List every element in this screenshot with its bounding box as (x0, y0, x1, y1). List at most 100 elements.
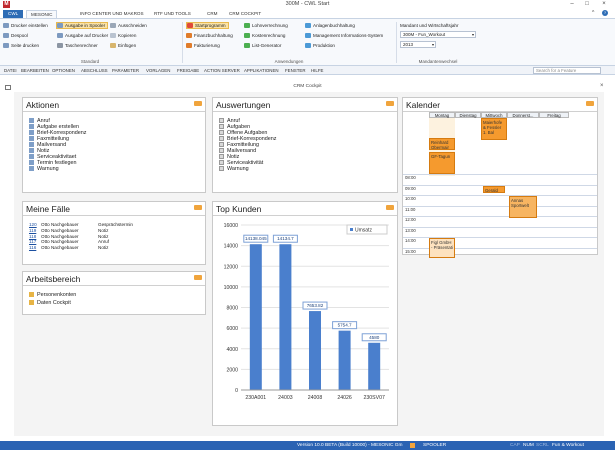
aktion-item[interactable]: Notiz (29, 148, 49, 154)
anlagenbuchhaltung-button[interactable]: Anlagenbuchhaltung (305, 22, 355, 29)
caps-indicator: CAP (510, 443, 520, 448)
minimize-button[interactable]: – (570, 1, 574, 7)
menu-action-server[interactable]: ACTION SERVER (204, 68, 240, 73)
auswertung-item[interactable]: Serviceaktivität (219, 160, 263, 166)
spooler-text[interactable]: SPOOLER (423, 443, 447, 448)
calendar-grid[interactable]: Montag Dienstag Mittwoch Donnerst... Freitag… (403, 112, 597, 258)
startprogramm-button[interactable]: Startprogramm (186, 22, 229, 29)
bar[interactable] (368, 342, 381, 390)
fall-id-link[interactable]: 119 (29, 227, 37, 233)
folder-icon[interactable] (386, 101, 394, 106)
auswertung-item[interactable]: Offene Aufgaben (219, 130, 267, 136)
tab-mesonic[interactable]: MESONIC (26, 10, 58, 18)
fall-id-link[interactable]: 118 (29, 233, 37, 239)
calendar-event[interactable]: Maierhofe & Fessler 1. Bal (481, 118, 507, 140)
finanzbuchhaltung-button[interactable]: Finanzbuchhaltung (186, 32, 233, 39)
fall-id-link[interactable]: 120 (29, 222, 37, 227)
personenkonten-link[interactable]: Personenkonten (29, 292, 76, 298)
fall-type: Notiz (98, 233, 109, 239)
tab-crm-cockpit[interactable]: CRM COCKPIT (229, 11, 262, 16)
top-kunden-title: Top Kunden (213, 202, 397, 216)
folder-icon[interactable] (194, 101, 202, 106)
calendar-event[interactable]: GF-Tagun (429, 152, 455, 174)
einfuegen-button[interactable]: Einfügen (110, 42, 136, 49)
tab-rtf-tools[interactable]: RTF UND TOOLS (154, 11, 191, 16)
folder-icon[interactable] (194, 275, 202, 280)
tab-crm[interactable]: CRM (207, 11, 218, 16)
fall-id-link[interactable]: 117 (29, 239, 37, 245)
folder-icon[interactable] (194, 205, 202, 210)
taschenrechner-button[interactable]: Taschenrechner (57, 42, 98, 49)
auswertung-item[interactable]: Faxmitteilung (219, 142, 259, 148)
kalender-panel: Kalender Montag Dienstag Mittwoch Donnerst.… (402, 97, 598, 258)
auswertung-item[interactable]: Aufgaben (219, 124, 250, 130)
calendar-row-line (403, 216, 597, 217)
aktion-item[interactable]: Aufgabe erstellen (29, 124, 79, 130)
menu-abschluss[interactable]: ABSCHLUSS (81, 68, 108, 73)
despool-button[interactable]: Despool (3, 32, 28, 39)
folder-icon (29, 300, 34, 305)
menu-datei[interactable]: DATEI (4, 68, 17, 73)
collapse-ribbon-icon[interactable]: ^ (592, 10, 595, 16)
fakturierung-button[interactable]: Fakturierung (186, 42, 220, 49)
feature-search-input[interactable]: Search for a Feature (533, 67, 601, 74)
aktion-item[interactable]: Faxmitteilung (29, 136, 69, 142)
aktion-item[interactable]: Warnung (29, 166, 59, 172)
daten-cockpit-link[interactable]: Daten Cockpit (29, 300, 71, 306)
bar[interactable] (279, 244, 292, 390)
folder-icon[interactable] (386, 205, 394, 210)
report-icon (219, 118, 224, 123)
menu-hilfe[interactable]: HILFE (311, 68, 324, 73)
spooler-icon[interactable] (410, 443, 415, 448)
year-select[interactable]: 2013 ▾ (400, 41, 436, 48)
pencil-icon (29, 142, 34, 147)
aktion-item[interactable]: Serviceaktivitaet (29, 154, 76, 160)
bar[interactable] (309, 311, 321, 390)
seite-drucken-button[interactable]: Seite drucken (3, 42, 39, 49)
ausgabe-spooler-button[interactable]: Ausgabe in Spooler (56, 22, 109, 29)
lohnverrechnung-button[interactable]: Lohnverrechnung (244, 22, 288, 29)
drucker-einstellen-button[interactable]: Drucker einstellen (3, 22, 48, 29)
folder-icon[interactable] (586, 101, 594, 106)
close-button[interactable]: × (602, 1, 606, 7)
menu-optionen[interactable]: OPTIONEN (52, 68, 75, 73)
produktion-button[interactable]: Produktion (305, 42, 335, 49)
menu-applikationen[interactable]: APPLIKATIONEN (244, 68, 279, 73)
aktion-item[interactable]: Termin festlegen (29, 160, 77, 166)
bar[interactable] (249, 244, 262, 390)
maximize-button[interactable]: □ (585, 1, 589, 7)
calendar-event[interactable]: Figl GmbH - Präsentati (429, 238, 455, 258)
report-icon (219, 136, 224, 141)
aktion-item[interactable]: Brief-Korrespondenz (29, 130, 86, 136)
menu-freigabe[interactable]: FREIGABE (177, 68, 200, 73)
auswertung-item[interactable]: Warnung (219, 166, 249, 172)
mandant-select[interactable]: 300M - Fun_Workout ▾ (400, 31, 476, 38)
aktion-item[interactable]: Mailversand (29, 142, 66, 148)
calendar-event[interactable]: Gerald (483, 186, 505, 193)
fall-id-link[interactable]: 116 (29, 245, 37, 251)
bar[interactable] (338, 330, 351, 390)
ausschneiden-button[interactable]: Ausschneiden (110, 22, 147, 29)
auswertung-item[interactable]: Mailversand (219, 148, 256, 154)
kopieren-button[interactable]: Kopieren (110, 32, 136, 39)
tab-info-center[interactable]: INFO CENTER UND MAKROS (80, 11, 144, 16)
app-logo-icon[interactable]: M (3, 1, 10, 8)
aktion-item[interactable]: Anruf (29, 118, 50, 124)
auswertung-item[interactable]: Notiz (219, 154, 239, 160)
ausgabe-drucker-button[interactable]: Ausgabe auf Drucker (57, 32, 108, 39)
list-generator-button[interactable]: List-Generator (244, 42, 281, 49)
tab-cwl[interactable]: CWL (3, 10, 24, 18)
menu-bearbeiten[interactable]: BEARBEITEN (21, 68, 49, 73)
menu-fenster[interactable]: FENSTER (285, 68, 306, 73)
mis-button[interactable]: Management Informations-System (305, 32, 383, 39)
cockpit-workspace: Aktionen Anruf Aufgabe erstellen Brief-Kor… (14, 92, 604, 436)
menu-parameter[interactable]: PARAMETER (112, 68, 139, 73)
help-icon[interactable]: ? (602, 10, 608, 16)
calendar-event[interactable]: Annas Sportwelt (509, 196, 537, 218)
calendar-event[interactable]: Reinhard Obermair (429, 138, 455, 150)
auswertung-item[interactable]: Brief-Korrespondenz (219, 136, 276, 142)
cockpit-close-icon[interactable]: × (600, 83, 604, 89)
menu-vorlagen[interactable]: VORLAGEN (146, 68, 171, 73)
auswertung-item[interactable]: Anruf (219, 118, 240, 124)
kostenrechnung-button[interactable]: Kostenrechnung (244, 32, 285, 39)
